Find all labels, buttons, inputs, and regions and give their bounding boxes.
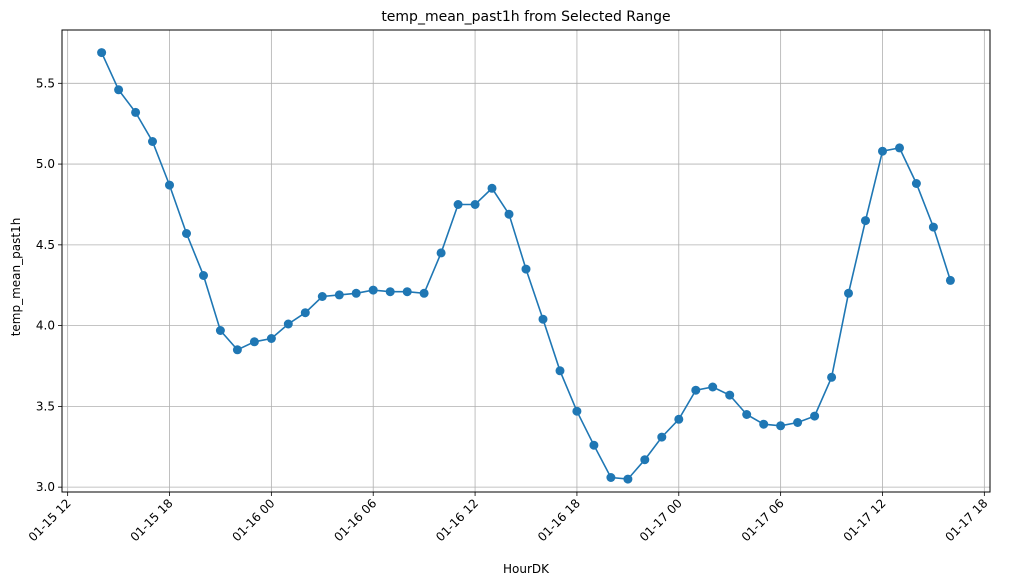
x-tick-label: 01-17 12	[841, 496, 889, 544]
data-point	[538, 314, 548, 324]
data-point	[470, 200, 480, 209]
x-tick-label: 01-16 18	[535, 496, 583, 544]
data-point	[793, 418, 803, 427]
data-point	[419, 288, 429, 298]
plot-area-frame	[61, 29, 991, 493]
series-layer	[97, 48, 955, 484]
data-point	[759, 419, 769, 429]
x-tick-label: 01-16 12	[433, 496, 481, 544]
data-point	[436, 248, 446, 258]
data-point	[861, 216, 870, 226]
data-point	[895, 143, 904, 153]
data-point	[232, 345, 242, 355]
data-point	[283, 319, 293, 329]
y-axis-label: temp_mean_past1h	[9, 218, 23, 337]
data-point	[606, 473, 616, 482]
data-point	[640, 455, 650, 465]
data-point	[97, 48, 107, 58]
x-tick-label: 01-15 12	[26, 496, 74, 544]
y-tick-label: 3.5	[36, 399, 55, 413]
data-point	[199, 271, 208, 280]
data-point	[691, 385, 701, 395]
x-axis-label: HourDK	[503, 562, 550, 576]
data-point	[708, 382, 718, 392]
y-tick-label: 5.5	[36, 76, 55, 90]
y-tick-label: 4.0	[36, 319, 55, 333]
x-tick-label: 01-17 00	[637, 496, 685, 544]
data-point	[674, 414, 684, 424]
data-point	[165, 180, 174, 190]
data-point	[487, 183, 497, 193]
data-point	[266, 334, 276, 343]
data-point	[589, 440, 599, 450]
data-point	[215, 326, 225, 335]
data-point	[368, 285, 378, 295]
data-point	[555, 366, 565, 376]
data-point	[249, 337, 259, 347]
x-tick-label: 01-15 18	[128, 496, 176, 544]
data-point	[572, 406, 582, 416]
data-point	[402, 287, 412, 297]
data-point	[351, 288, 361, 298]
data-point	[827, 372, 837, 382]
data-point	[810, 411, 820, 421]
grid	[62, 30, 990, 492]
data-point	[776, 421, 786, 431]
data-point	[385, 287, 395, 297]
data-point	[742, 410, 752, 419]
data-point	[521, 264, 531, 274]
chart-title: temp_mean_past1h from Selected Range	[381, 9, 670, 25]
data-point	[182, 229, 191, 238]
data-point	[878, 146, 887, 156]
data-point	[504, 209, 514, 219]
y-axis: 3.0 3.5 4.0 4.5 5.0 5.5	[36, 76, 62, 494]
data-point	[453, 200, 463, 209]
data-point	[114, 85, 124, 95]
x-tick-label: 01-17 06	[739, 496, 787, 544]
x-tick-label: 01-16 00	[229, 496, 277, 544]
data-point	[945, 275, 955, 285]
data-point	[844, 288, 853, 298]
data-point	[657, 432, 667, 442]
y-tick-label: 5.0	[36, 157, 55, 171]
data-point	[623, 474, 633, 484]
data-point	[317, 292, 327, 301]
data-point	[131, 107, 141, 117]
y-tick-label: 4.5	[36, 238, 55, 252]
data-point	[300, 308, 310, 318]
data-point	[334, 290, 344, 300]
data-point	[911, 179, 921, 188]
y-tick-label: 3.0	[36, 480, 55, 494]
data-point	[148, 137, 157, 146]
x-tick-label: 01-17 18	[942, 496, 990, 544]
data-point	[928, 222, 938, 232]
x-axis: 01-15 12 01-15 18 01-16 00 01-16 06 01-16 12…	[26, 492, 990, 544]
data-point	[725, 390, 735, 400]
x-tick-label: 01-16 06	[331, 496, 379, 544]
